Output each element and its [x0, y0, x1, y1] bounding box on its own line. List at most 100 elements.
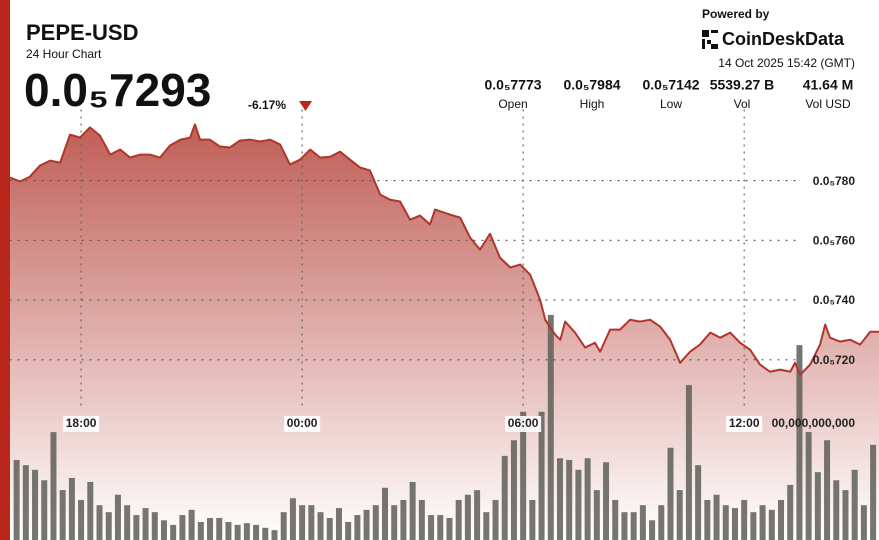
volume-bar [556, 458, 563, 540]
volume-bar [741, 499, 748, 540]
x-tick-bg [63, 416, 100, 432]
stat-value: 0.0₅7773 [484, 77, 541, 93]
stat-label: Low [660, 97, 682, 111]
volume-bar [575, 469, 582, 540]
x-tick-label: 18:00 [66, 416, 97, 430]
volume-bar [114, 494, 121, 540]
volume-bar [759, 505, 766, 540]
volume-bar [391, 505, 398, 540]
volume-bar [851, 469, 858, 540]
volume-bar [13, 459, 20, 540]
volume-bar [50, 432, 57, 540]
volume-bar [520, 411, 527, 540]
volume-bar [22, 465, 29, 540]
volume-bar [160, 520, 167, 540]
volume-bar [299, 505, 306, 540]
volume-bar [538, 411, 545, 540]
title: PEPE-USD [26, 20, 138, 45]
volume-bar [41, 480, 48, 540]
volume-bar [207, 517, 214, 540]
volume-bar [418, 499, 425, 540]
volume-bar [787, 484, 794, 540]
volume-bar [382, 487, 389, 540]
x-tick-bg [505, 416, 542, 432]
volume-bar [833, 480, 840, 540]
stat-value: 0.0₅7984 [563, 77, 620, 93]
volume-bar [529, 499, 536, 540]
volume-bar [566, 459, 573, 540]
volume-bar [492, 499, 499, 540]
volume-bar [778, 499, 785, 540]
volume-bar [96, 505, 103, 540]
y-tick-label: 0.0₅740 [813, 293, 856, 307]
stat-value: 41.64 M [803, 77, 854, 93]
stat-label: Vol [734, 97, 751, 111]
volume-bar [621, 512, 628, 540]
powered-by: Powered by [702, 7, 770, 21]
volume-bar [814, 472, 821, 540]
price-area [10, 124, 879, 539]
volume-bar [768, 509, 775, 540]
volume-bar [584, 458, 591, 540]
volume-bar [483, 512, 490, 540]
volume-bar [400, 499, 407, 540]
areas [10, 124, 879, 539]
grid [9, 109, 801, 411]
volume-bar [142, 508, 149, 540]
volume-bar [170, 524, 177, 540]
subtitle: 24 Hour Chart [26, 47, 102, 61]
volume-bar [151, 512, 158, 540]
volume-bar [59, 490, 66, 540]
volume-bar [262, 527, 269, 540]
volume-bar [87, 481, 94, 540]
volume-bar [124, 505, 131, 540]
volume-bar [750, 512, 757, 540]
stats: 0.0₅7773 Open 0.0₅7984 High 0.0₅7142 Low 5539.… [484, 77, 853, 111]
volume-bar [658, 505, 665, 540]
plot-area: 0.0₅720 0.0₅740 0.0₅760 0.0₅780 00,000,000,0… [9, 109, 879, 540]
volume-bar [464, 494, 471, 540]
volume-bar [243, 523, 250, 540]
volume-bar [317, 512, 324, 540]
down-arrow [299, 101, 312, 111]
volume-bar [446, 517, 453, 540]
stat-label: Vol USD [805, 97, 851, 111]
volume-bar [474, 490, 481, 540]
stat-value: 0.0₅7142 [642, 77, 699, 93]
price-line [9, 123, 879, 376]
volume-bar [547, 314, 554, 540]
x-tick-bg [726, 416, 763, 432]
volume-bar [105, 512, 112, 540]
stat-label: Open [498, 97, 527, 111]
volume-bar [630, 512, 637, 540]
accent-bar [0, 0, 10, 540]
volume-bar [649, 520, 656, 540]
y-tick-label: 0.0₅760 [813, 234, 856, 248]
volume-bar [253, 524, 260, 540]
stat-value: 5539.27 B [710, 77, 775, 93]
volume-bar [188, 509, 195, 540]
volume-bar [308, 505, 315, 540]
x-tick-label: 00:00 [287, 416, 318, 430]
volume-bar [796, 345, 803, 540]
volume-bar [722, 505, 729, 540]
volume-bar [197, 522, 204, 540]
volume-bar [860, 505, 867, 540]
volume-bar [612, 499, 619, 540]
volume-bar [667, 447, 674, 540]
volume-bar [501, 455, 508, 540]
volume-bar [842, 490, 849, 540]
volume-bar [731, 508, 738, 540]
volume-bar [280, 512, 287, 540]
x-tick-label: 12:00 [729, 416, 760, 430]
volume-bar [510, 440, 517, 540]
volume-bar [455, 499, 462, 540]
change: -6.17% [248, 98, 286, 112]
volume-bar [345, 522, 352, 540]
volume-bar [363, 509, 370, 540]
labels: 0.0₅720 0.0₅740 0.0₅760 0.0₅780 00,000,000,0… [63, 174, 855, 432]
volume-bar [216, 517, 223, 540]
x-tick-label: 06:00 [508, 416, 539, 430]
